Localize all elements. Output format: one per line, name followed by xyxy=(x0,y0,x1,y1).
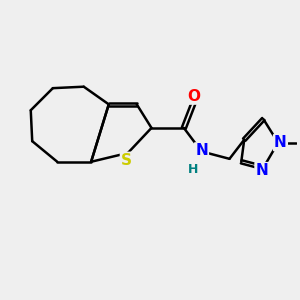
Text: N: N xyxy=(274,135,287,150)
Text: N: N xyxy=(256,163,268,178)
Text: O: O xyxy=(188,88,201,104)
Text: N: N xyxy=(195,143,208,158)
Text: H: H xyxy=(188,163,198,176)
Text: S: S xyxy=(121,153,132,168)
